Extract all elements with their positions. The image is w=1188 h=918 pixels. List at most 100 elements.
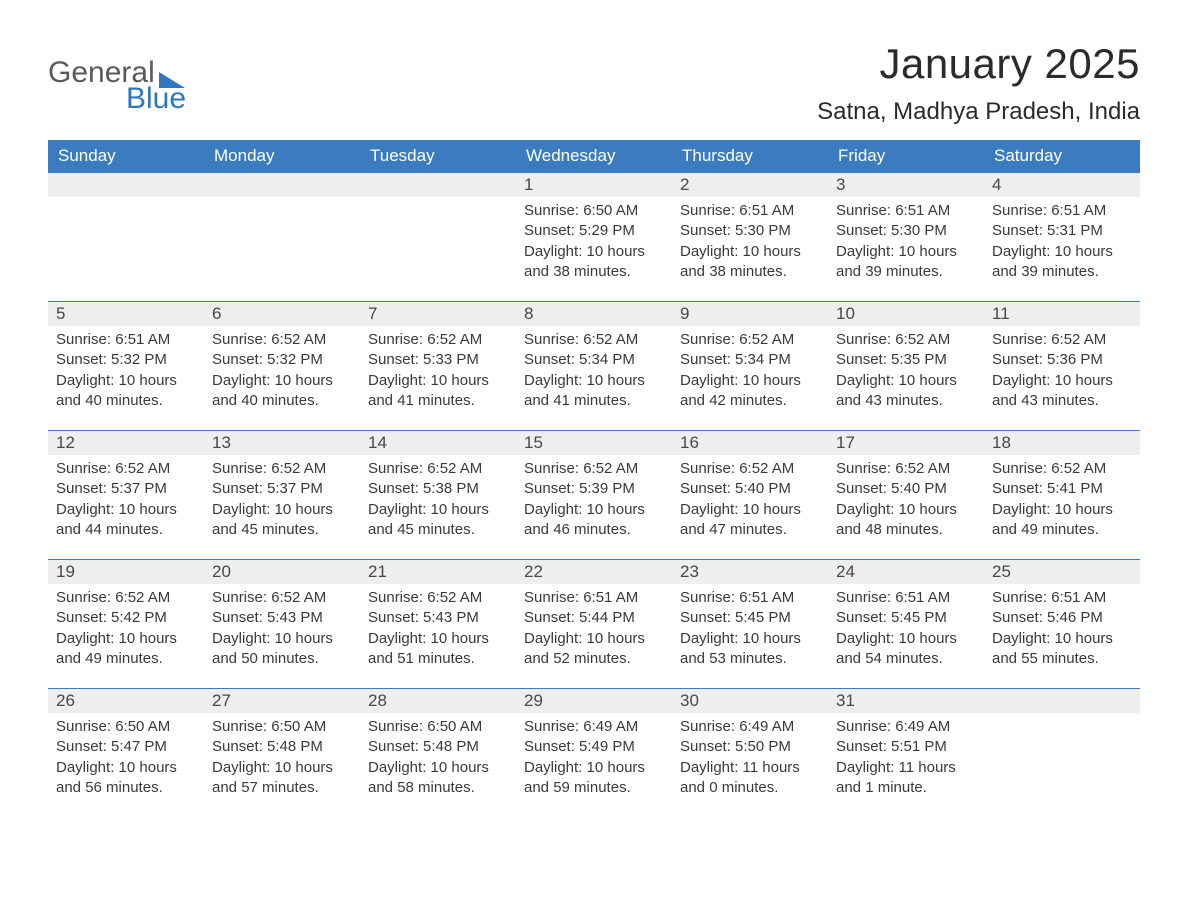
daylight-text: Daylight: 10 hours and 49 minutes.: [992, 500, 1132, 541]
day-details: Sunrise: 6:51 AMSunset: 5:32 PMDaylight:…: [48, 326, 204, 419]
calendar-cell: 7Sunrise: 6:52 AMSunset: 5:33 PMDaylight…: [360, 302, 516, 430]
sunset-text: Sunset: 5:43 PM: [368, 608, 508, 628]
calendar-cell: 5Sunrise: 6:51 AMSunset: 5:32 PMDaylight…: [48, 302, 204, 430]
weekday-header: Wednesday: [516, 140, 672, 172]
sunrise-text: Sunrise: 6:51 AM: [836, 201, 976, 221]
sunrise-text: Sunrise: 6:51 AM: [992, 588, 1132, 608]
sunset-text: Sunset: 5:32 PM: [56, 350, 196, 370]
day-details: Sunrise: 6:49 AMSunset: 5:49 PMDaylight:…: [516, 713, 672, 806]
daylight-text: Daylight: 10 hours and 57 minutes.: [212, 758, 352, 799]
day-details: Sunrise: 6:52 AMSunset: 5:36 PMDaylight:…: [984, 326, 1140, 419]
sunrise-text: Sunrise: 6:50 AM: [212, 717, 352, 737]
day-number: 5: [48, 302, 204, 326]
sunset-text: Sunset: 5:50 PM: [680, 737, 820, 757]
day-number: [984, 689, 1140, 713]
day-number: 18: [984, 431, 1140, 455]
logo-word-2: Blue: [126, 84, 186, 114]
sunrise-text: Sunrise: 6:52 AM: [368, 459, 508, 479]
calendar-cell: 15Sunrise: 6:52 AMSunset: 5:39 PMDayligh…: [516, 431, 672, 559]
sunset-text: Sunset: 5:37 PM: [56, 479, 196, 499]
sunset-text: Sunset: 5:29 PM: [524, 221, 664, 241]
daylight-text: Daylight: 10 hours and 47 minutes.: [680, 500, 820, 541]
day-number: 1: [516, 173, 672, 197]
sunrise-text: Sunrise: 6:49 AM: [524, 717, 664, 737]
calendar-cell: 6Sunrise: 6:52 AMSunset: 5:32 PMDaylight…: [204, 302, 360, 430]
day-number: 24: [828, 560, 984, 584]
sunrise-text: Sunrise: 6:52 AM: [680, 330, 820, 350]
calendar-cell: 29Sunrise: 6:49 AMSunset: 5:49 PMDayligh…: [516, 689, 672, 817]
day-number: 12: [48, 431, 204, 455]
sunrise-text: Sunrise: 6:52 AM: [680, 459, 820, 479]
day-details: Sunrise: 6:51 AMSunset: 5:30 PMDaylight:…: [828, 197, 984, 290]
calendar-cell: 23Sunrise: 6:51 AMSunset: 5:45 PMDayligh…: [672, 560, 828, 688]
day-number: 13: [204, 431, 360, 455]
calendar-cell: 24Sunrise: 6:51 AMSunset: 5:45 PMDayligh…: [828, 560, 984, 688]
sunrise-text: Sunrise: 6:51 AM: [56, 330, 196, 350]
calendar-cell: 3Sunrise: 6:51 AMSunset: 5:30 PMDaylight…: [828, 173, 984, 301]
calendar-week: 12 Sunrise: 6:52 AM Sunset: 5:37 PM Dayligh…: [48, 430, 1140, 559]
sunset-text: Sunset: 5:39 PM: [524, 479, 664, 499]
daylight-text: Daylight: 10 hours and 42 minutes.: [680, 371, 820, 412]
calendar-cell: 18Sunrise: 6:52 AMSunset: 5:41 PMDayligh…: [984, 431, 1140, 559]
day-number: 11: [984, 302, 1140, 326]
calendar-cell: 1Sunrise: 6:50 AMSunset: 5:29 PMDaylight…: [516, 173, 672, 301]
day-number: 10: [828, 302, 984, 326]
daylight-text: Daylight: 10 hours and 39 minutes.: [992, 242, 1132, 283]
day-number: 26: [48, 689, 204, 713]
calendar-cell: 13Sunrise: 6:52 AMSunset: 5:37 PMDayligh…: [204, 431, 360, 559]
daylight-text: Daylight: 10 hours and 53 minutes.: [680, 629, 820, 670]
daylight-text: Daylight: 10 hours and 45 minutes.: [368, 500, 508, 541]
sunrise-text: Sunrise: 6:52 AM: [368, 330, 508, 350]
sunset-text: Sunset: 5:40 PM: [836, 479, 976, 499]
month-title: January 2025: [817, 40, 1140, 88]
day-number: 27: [204, 689, 360, 713]
sunset-text: Sunset: 5:35 PM: [836, 350, 976, 370]
sunset-text: Sunset: 5:32 PM: [212, 350, 352, 370]
weekday-header: Tuesday: [360, 140, 516, 172]
calendar-cell-empty: [204, 173, 360, 301]
logo: General Blue: [48, 40, 186, 114]
sunrise-text: Sunrise: 6:50 AM: [56, 717, 196, 737]
day-number: 4: [984, 173, 1140, 197]
daylight-text: Daylight: 10 hours and 50 minutes.: [212, 629, 352, 670]
calendar-cell: 11Sunrise: 6:52 AMSunset: 5:36 PMDayligh…: [984, 302, 1140, 430]
daylight-text: Daylight: 10 hours and 54 minutes.: [836, 629, 976, 670]
weekday-header: Saturday: [984, 140, 1140, 172]
day-details: Sunrise: 6:49 AMSunset: 5:51 PMDaylight:…: [828, 713, 984, 806]
calendar-body: 1 Sunrise: 6:50 AM Sunset: 5:29 PM Daylight…: [48, 172, 1140, 817]
day-details: Sunrise: 6:51 AMSunset: 5:45 PMDaylight:…: [828, 584, 984, 677]
day-number: 16: [672, 431, 828, 455]
sunset-text: Sunset: 5:47 PM: [56, 737, 196, 757]
calendar-cell: 19Sunrise: 6:52 AMSunset: 5:42 PMDayligh…: [48, 560, 204, 688]
calendar-cell-empty: [48, 173, 204, 301]
daylight-text: Daylight: 10 hours and 41 minutes.: [524, 371, 664, 412]
day-number: 22: [516, 560, 672, 584]
sunrise-text: Sunrise: 6:52 AM: [524, 459, 664, 479]
sunrise-text: Sunrise: 6:51 AM: [836, 588, 976, 608]
sunrise-text: Sunrise: 6:51 AM: [680, 588, 820, 608]
daylight-text: Daylight: 10 hours and 49 minutes.: [56, 629, 196, 670]
daylight-text: Daylight: 10 hours and 46 minutes.: [524, 500, 664, 541]
daylight-text: Daylight: 10 hours and 59 minutes.: [524, 758, 664, 799]
calendar-cell: 9Sunrise: 6:52 AMSunset: 5:34 PMDaylight…: [672, 302, 828, 430]
sunset-text: Sunset: 5:45 PM: [836, 608, 976, 628]
day-details: Sunrise: 6:52 AMSunset: 5:35 PMDaylight:…: [828, 326, 984, 419]
calendar-cell: 10Sunrise: 6:52 AMSunset: 5:35 PMDayligh…: [828, 302, 984, 430]
calendar-cell: 21Sunrise: 6:52 AMSunset: 5:43 PMDayligh…: [360, 560, 516, 688]
day-number: 17: [828, 431, 984, 455]
daylight-text: Daylight: 10 hours and 39 minutes.: [836, 242, 976, 283]
daylight-text: Daylight: 10 hours and 45 minutes.: [212, 500, 352, 541]
sunset-text: Sunset: 5:40 PM: [680, 479, 820, 499]
sunset-text: Sunset: 5:42 PM: [56, 608, 196, 628]
sunset-text: Sunset: 5:46 PM: [992, 608, 1132, 628]
day-number: 3: [828, 173, 984, 197]
sunrise-text: Sunrise: 6:50 AM: [368, 717, 508, 737]
calendar-cell: 31Sunrise: 6:49 AMSunset: 5:51 PMDayligh…: [828, 689, 984, 817]
daylight-text: Daylight: 10 hours and 40 minutes.: [212, 371, 352, 412]
day-number: 19: [48, 560, 204, 584]
sunset-text: Sunset: 5:30 PM: [836, 221, 976, 241]
calendar-week: 5Sunrise: 6:51 AMSunset: 5:32 PMDaylight…: [48, 301, 1140, 430]
weekday-header: Sunday: [48, 140, 204, 172]
day-number: 20: [204, 560, 360, 584]
day-number: 25: [984, 560, 1140, 584]
